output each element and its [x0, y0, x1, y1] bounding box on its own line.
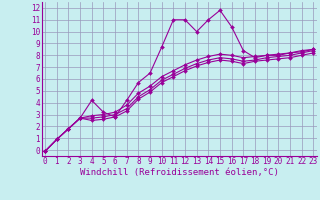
X-axis label: Windchill (Refroidissement éolien,°C): Windchill (Refroidissement éolien,°C): [80, 168, 279, 177]
